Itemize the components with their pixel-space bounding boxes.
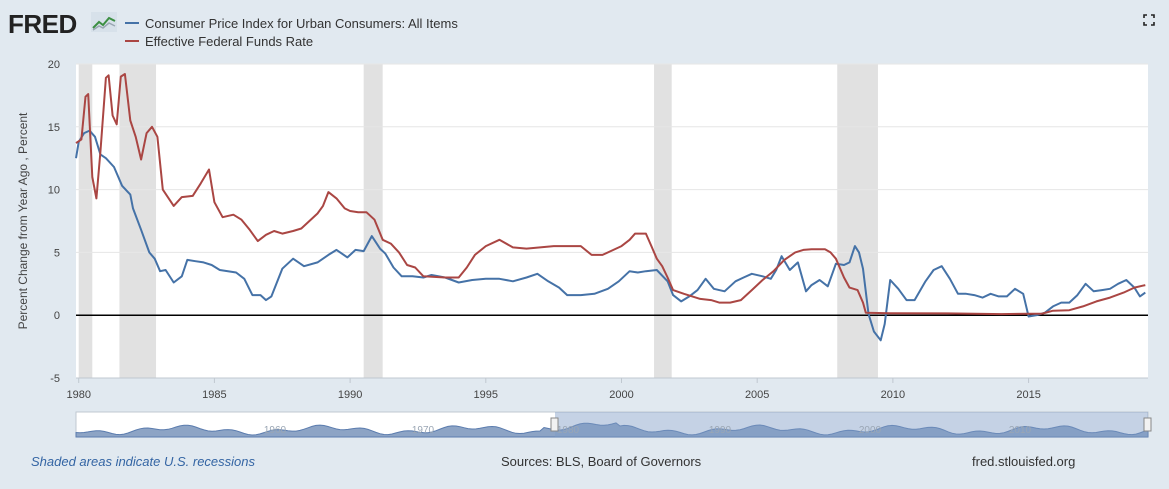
recession-band bbox=[78, 64, 93, 378]
y-tick-label: 20 bbox=[48, 59, 60, 71]
y-tick-label: 15 bbox=[48, 122, 60, 134]
y-axis-ticks: -5 0 5 10 15 20 bbox=[48, 59, 1148, 385]
y-axis-label: Percent Change from Year Ago , Percent bbox=[16, 112, 30, 329]
recession-note: Shaded areas indicate U.S. recessions bbox=[31, 454, 256, 469]
chart-legend: Consumer Price Index for Urban Consumers… bbox=[125, 14, 458, 50]
navigator-tick-label: 1980 bbox=[557, 425, 580, 436]
site-link[interactable]: fred.stlouisfed.org bbox=[972, 454, 1076, 469]
x-tick-label: 1995 bbox=[474, 389, 498, 401]
navigator-tick-label: 1960 bbox=[264, 425, 287, 436]
legend-swatch-cpi bbox=[125, 22, 139, 24]
navigator-selected-window[interactable] bbox=[555, 412, 1148, 437]
x-tick-label: 1980 bbox=[66, 389, 90, 401]
legend-label-fedfunds: Effective Federal Funds Rate bbox=[145, 33, 314, 49]
legend-swatch-fedfunds bbox=[125, 40, 139, 42]
y-tick-label: 5 bbox=[54, 247, 60, 259]
y-tick-label: -5 bbox=[50, 373, 60, 385]
navigator-tick-label: 1990 bbox=[709, 425, 732, 436]
legend-label-cpi: Consumer Price Index for Urban Consumers… bbox=[145, 15, 458, 31]
fullscreen-icon[interactable] bbox=[1143, 14, 1155, 26]
navigator-tick-label: 1970 bbox=[412, 425, 435, 436]
navigator-area bbox=[75, 422, 1149, 438]
navigator-handle-left[interactable] bbox=[550, 417, 559, 432]
navigator-handle-right[interactable] bbox=[1143, 417, 1152, 432]
range-navigator[interactable]: 1960 1970 1980 1990 2000 2010 bbox=[75, 411, 1152, 438]
navigator-tick-labels: 1960 1970 1980 1990 2000 2010 bbox=[264, 425, 1032, 436]
series-line-fedfunds bbox=[75, 73, 1146, 316]
y-tick-label: 0 bbox=[54, 310, 60, 322]
x-tick-label: 2005 bbox=[745, 389, 769, 401]
series-line-cpi bbox=[75, 129, 1146, 342]
x-tick-label: 2015 bbox=[1016, 389, 1040, 401]
x-axis-ticks: 1980 1985 1990 1995 2000 2005 2010 2015 bbox=[66, 378, 1041, 401]
recession-band bbox=[363, 64, 383, 378]
y-tick-label: 10 bbox=[48, 185, 60, 197]
fred-logo[interactable]: FRED bbox=[8, 9, 77, 39]
sources-note: Sources: BLS, Board of Governors bbox=[501, 454, 702, 469]
x-tick-label: 1990 bbox=[338, 389, 362, 401]
x-tick-label: 2000 bbox=[609, 389, 633, 401]
chart-canvas: -5 0 5 10 15 20 1980 1985 1990 1995 2000 2005 2010 2… bbox=[16, 59, 1152, 438]
navigator-tick-label: 2010 bbox=[1009, 425, 1032, 436]
chart-line-icon bbox=[91, 12, 117, 32]
plot-background bbox=[76, 64, 1148, 378]
x-tick-label: 1985 bbox=[202, 389, 226, 401]
legend-item-cpi[interactable]: Consumer Price Index for Urban Consumers… bbox=[125, 14, 458, 32]
series-lines bbox=[75, 73, 1146, 342]
recession-band bbox=[837, 64, 878, 378]
recession-band bbox=[654, 64, 672, 378]
legend-item-fedfunds[interactable]: Effective Federal Funds Rate bbox=[125, 32, 458, 50]
navigator-tick-label: 2000 bbox=[859, 425, 882, 436]
x-tick-label: 2010 bbox=[881, 389, 905, 401]
